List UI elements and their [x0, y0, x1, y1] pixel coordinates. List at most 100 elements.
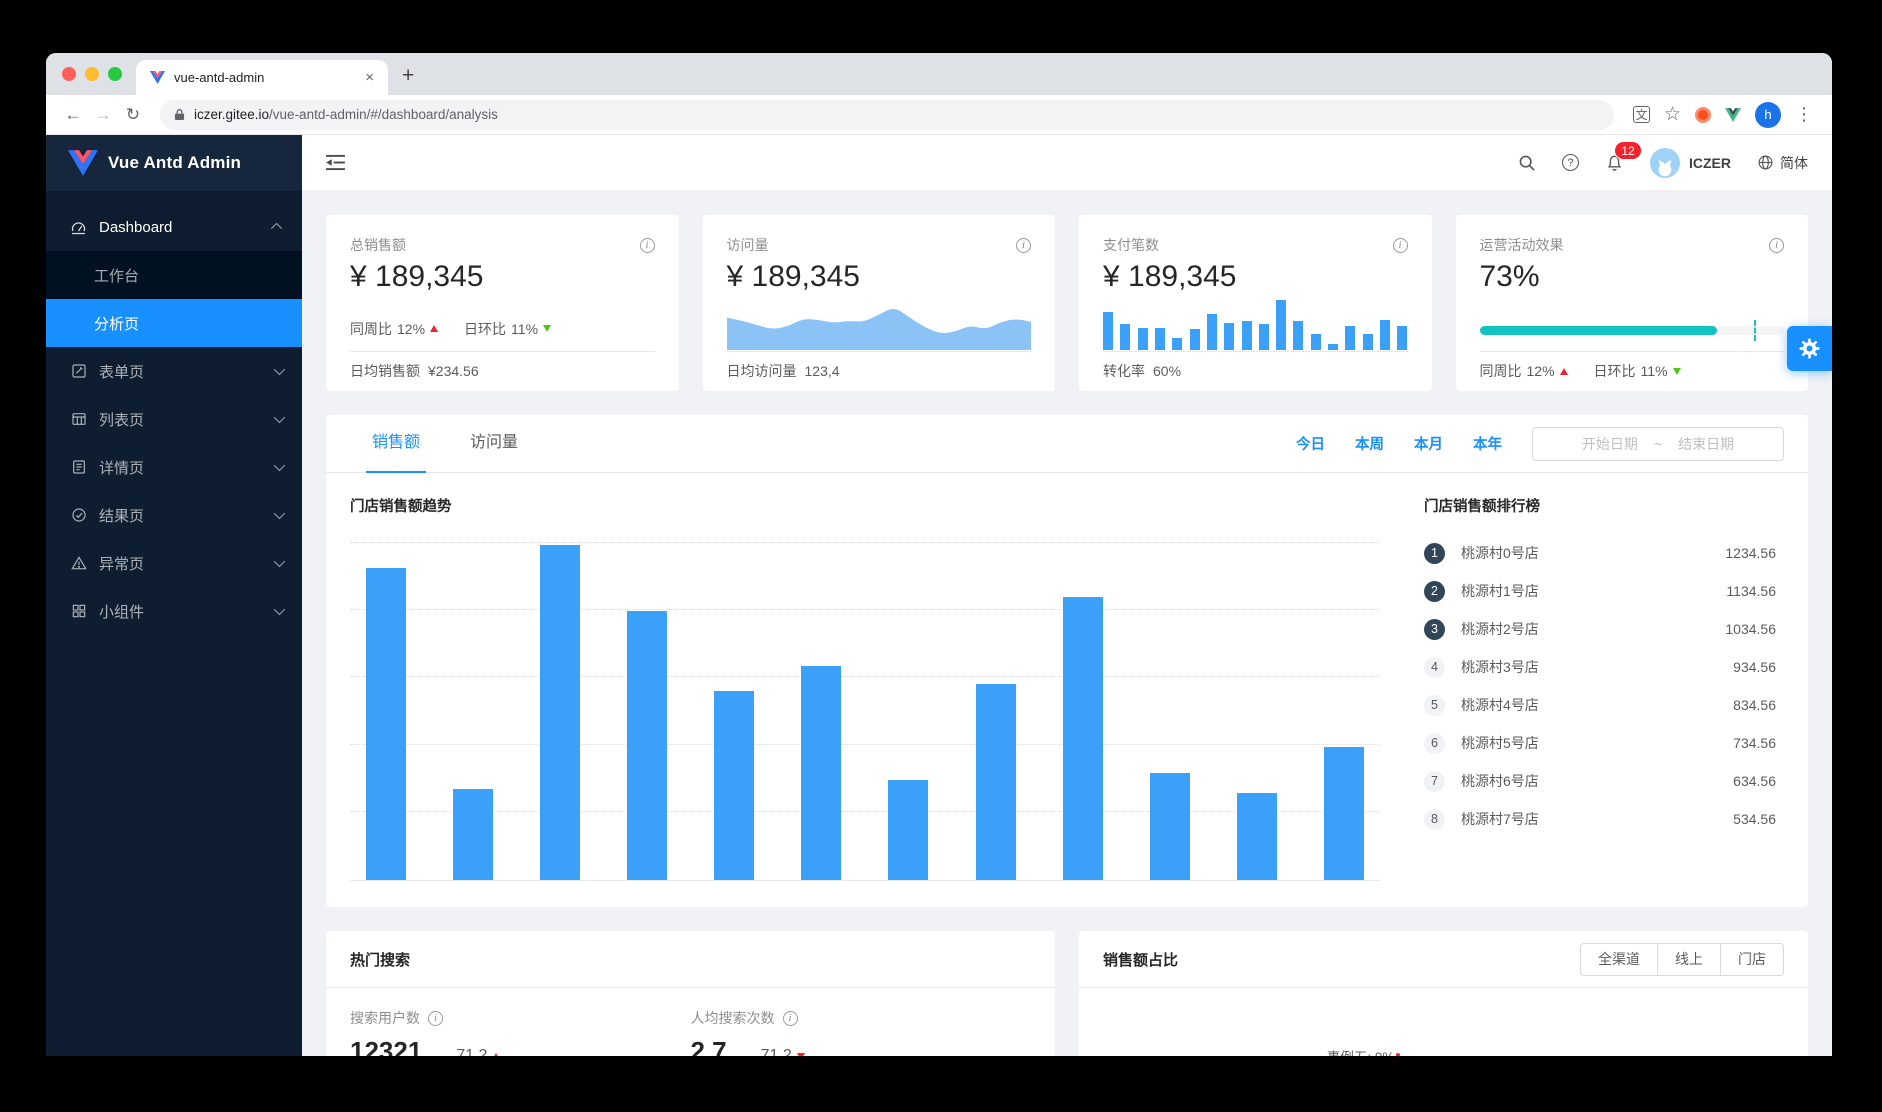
- spark-bar: [1293, 321, 1304, 350]
- spark-bar: [1345, 326, 1356, 350]
- url-domain: iczer.gitee.io: [194, 107, 270, 122]
- spark-bar: [1328, 344, 1339, 350]
- caret-up-icon: [1559, 367, 1568, 375]
- user-menu[interactable]: ICZER: [1650, 147, 1731, 178]
- spark-bar: [1380, 319, 1390, 350]
- maximize-window-button[interactable]: [108, 67, 122, 81]
- tab-title: vue-antd-admin: [174, 70, 265, 85]
- search-per-user-metric: 人均搜索次数 i 2.7 71.2: [691, 1008, 1032, 1056]
- profile-icon: [70, 459, 87, 475]
- form-icon: [70, 363, 87, 379]
- tab-close-icon[interactable]: ×: [365, 69, 374, 86]
- sidebar-item-widgets[interactable]: 小组件: [46, 587, 302, 635]
- info-icon[interactable]: i: [1392, 237, 1408, 253]
- sidebar-item-exceptions[interactable]: 异常页: [46, 539, 302, 587]
- trend-bar: [453, 789, 494, 880]
- channel-all-button[interactable]: 全渠道: [1580, 942, 1658, 976]
- sidebar-item-details[interactable]: 详情页: [46, 443, 302, 491]
- filter-today[interactable]: 今日: [1296, 437, 1325, 453]
- minimize-window-button[interactable]: [85, 67, 99, 81]
- start-date-placeholder[interactable]: 开始日期: [1581, 435, 1638, 452]
- new-tab-button[interactable]: +: [402, 64, 415, 87]
- caret-up-icon: [492, 1052, 501, 1056]
- user-name: ICZER: [1689, 154, 1731, 171]
- payments-bar-sparkline: [1103, 298, 1408, 350]
- sidebar-item-workbench[interactable]: 工作台: [94, 267, 140, 285]
- sidebar-nav: Dashboard 工作台 分析页 表单页 列表页: [46, 191, 302, 635]
- trend-bar: [366, 567, 406, 880]
- chevron-down-icon: [273, 555, 286, 568]
- spark-bar: [1154, 327, 1165, 350]
- browser-menu-icon[interactable]: ⋮: [1795, 104, 1813, 124]
- spark-bar: [1224, 322, 1235, 350]
- sidebar-item-lists[interactable]: 列表页: [46, 395, 302, 443]
- channel-online-button[interactable]: 线上: [1657, 942, 1721, 976]
- notification-bell-icon[interactable]: 12: [1605, 140, 1642, 173]
- tab-sales[interactable]: 销售额: [366, 415, 427, 473]
- tab-visits[interactable]: 访问量: [470, 433, 519, 451]
- ranking-row: 5 桃源村4号店 834.56: [1424, 686, 1776, 724]
- language-label: 简体: [1780, 154, 1808, 171]
- info-icon[interactable]: i: [1016, 237, 1031, 253]
- extension-icon[interactable]: [1695, 106, 1711, 123]
- sidebar-item-dashboard[interactable]: Dashboard: [46, 203, 302, 251]
- settings-gear-button[interactable]: [1787, 326, 1832, 371]
- hot-search-card: 热门搜索 搜索用户数 i 12321 71.2 人均搜索次数 i 2.7 71.2: [326, 931, 1055, 1056]
- collapse-sidebar-icon[interactable]: [326, 154, 345, 171]
- page-content: 总销售额 i ¥ 189,345 同周比 12% 日环比 11% 日均销售额 ¥234.…: [302, 191, 1832, 1056]
- reload-button[interactable]: ↻: [125, 104, 141, 124]
- info-icon[interactable]: i: [428, 1010, 443, 1026]
- ranking-row: 4 桃源村3号店 934.56: [1424, 648, 1776, 686]
- filter-this-week[interactable]: 本周: [1355, 437, 1384, 453]
- info-icon[interactable]: i: [1769, 237, 1784, 253]
- ranking-title: 门店销售额排行榜: [1424, 499, 1540, 515]
- back-button[interactable]: ←: [64, 104, 82, 124]
- browser-profile-avatar[interactable]: h: [1755, 101, 1781, 128]
- spark-bar: [1103, 312, 1113, 350]
- caret-down-icon: [796, 1052, 805, 1056]
- check-circle-icon: [70, 507, 87, 523]
- lock-icon: [174, 108, 185, 120]
- sidebar-item-results[interactable]: 结果页: [46, 491, 302, 539]
- chevron-down-icon: [273, 411, 286, 424]
- forward-button[interactable]: →: [94, 104, 112, 124]
- stat-value: ¥ 189,345: [726, 260, 860, 293]
- channel-store-button[interactable]: 门店: [1720, 942, 1784, 976]
- translate-icon[interactable]: 文: [1632, 106, 1650, 123]
- ranking-row: 3 桃源村2号店 1034.56: [1424, 610, 1776, 648]
- filter-this-month[interactable]: 本月: [1414, 437, 1443, 453]
- end-date-placeholder[interactable]: 结束日期: [1678, 435, 1735, 452]
- language-switcher[interactable]: 简体: [1757, 153, 1808, 173]
- browser-tab[interactable]: vue-antd-admin ×: [136, 60, 388, 95]
- caret-down-icon: [1672, 367, 1681, 375]
- bottom-cards-row: 热门搜索 搜索用户数 i 12321 71.2 人均搜索次数 i 2.7 71.2: [326, 931, 1808, 1056]
- bookmark-star-icon[interactable]: ☆: [1663, 104, 1681, 125]
- visits-area-sparkline: [726, 296, 1031, 350]
- date-separator: ~: [1653, 435, 1663, 452]
- bar-chart-plot: [350, 542, 1380, 881]
- vue-devtools-icon[interactable]: [1725, 107, 1741, 122]
- ranking-row: 2 桃源村1号店 1134.56: [1424, 572, 1776, 610]
- app-title: Vue Antd Admin: [108, 153, 242, 172]
- gear-icon: [1799, 338, 1820, 359]
- sidebar-item-analysis[interactable]: 分析页: [46, 299, 302, 347]
- app-logo[interactable]: Vue Antd Admin: [46, 135, 302, 191]
- sidebar-item-forms[interactable]: 表单页: [46, 347, 302, 395]
- url-bar[interactable]: iczer.gitee.io/vue-antd-admin/#/dashboar…: [160, 99, 1614, 130]
- close-window-button[interactable]: [62, 67, 76, 81]
- warning-icon: [70, 555, 87, 571]
- notification-badge: 12: [1614, 140, 1642, 160]
- help-icon[interactable]: ?: [1562, 154, 1579, 171]
- filter-this-year[interactable]: 本年: [1473, 437, 1502, 453]
- info-icon[interactable]: i: [782, 1010, 798, 1026]
- activity-progress-bar: [1479, 319, 1784, 351]
- search-icon[interactable]: [1518, 154, 1536, 172]
- ranking-row: 8 桃源村7号店 534.56: [1424, 800, 1776, 838]
- info-icon[interactable]: i: [639, 237, 655, 253]
- spark-bar: [1137, 327, 1148, 350]
- sales-ratio-title: 销售额占比: [1103, 951, 1179, 969]
- date-range-picker[interactable]: 开始日期 ~ 结束日期: [1532, 426, 1784, 461]
- user-avatar: [1650, 147, 1680, 178]
- chevron-down-icon: [273, 507, 286, 520]
- search-users-metric: 搜索用户数 i 12321 71.2: [350, 1008, 691, 1056]
